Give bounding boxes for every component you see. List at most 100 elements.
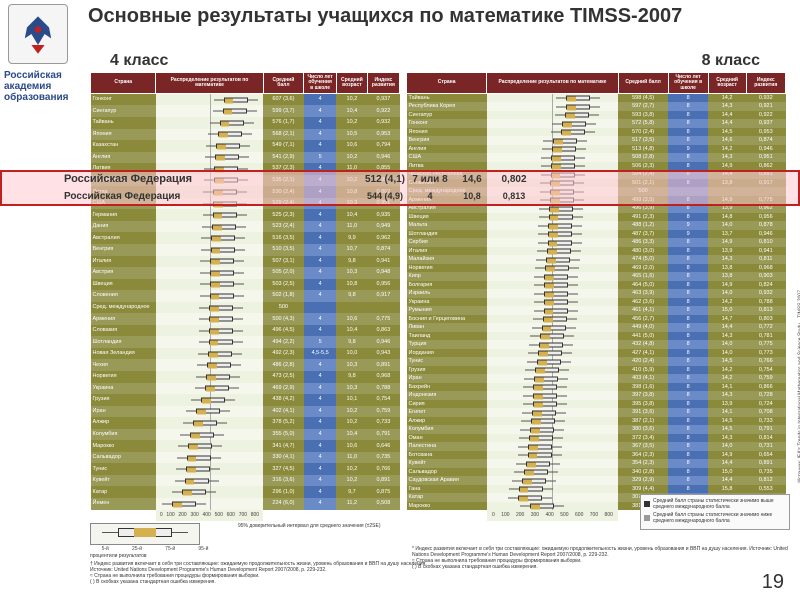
dist-cell xyxy=(487,230,618,239)
dist-cell xyxy=(487,468,618,477)
score-value: 402 (4,1) xyxy=(263,406,304,418)
country-name: Катар xyxy=(407,493,487,502)
age-value: 10,6 xyxy=(336,440,367,452)
table-row: Сингапур 599 (3,7) 4 10,4 0,922 xyxy=(91,105,400,117)
dist-cell xyxy=(156,371,263,383)
table-row: Казахстан 549 (7,1) 4 10,6 0,794 xyxy=(91,140,400,152)
dist-cell xyxy=(156,440,263,452)
footnotes-right: * Индекс развития включает в себя три со… xyxy=(412,546,792,570)
score-value: 541 (2,9) xyxy=(263,152,304,164)
age-value: 10,2 xyxy=(336,475,367,487)
country-name: Тайвань xyxy=(407,93,487,102)
table-row: Австралия 496 (3,9) 8 13,9 0,962 xyxy=(407,204,786,213)
age-value: 14,4 xyxy=(708,119,746,128)
dist-cell xyxy=(156,394,263,406)
dist-cell xyxy=(487,281,618,290)
index-value: 0,775 xyxy=(746,340,785,349)
score-value: 340 (2,8) xyxy=(618,468,668,477)
age-value: 14,2 xyxy=(708,145,746,154)
years-value: 4 xyxy=(304,93,337,105)
table-row: Австрия 505 (2,0) 4 10,3 0,948 xyxy=(91,267,400,279)
score-value: 354 (2,3) xyxy=(618,459,668,468)
years-value: 8 xyxy=(668,459,708,468)
index-value: 0,932 xyxy=(367,117,399,129)
index-value: 0,953 xyxy=(367,129,399,141)
index-value: 0,775 xyxy=(367,313,399,325)
index-value: 0,953 xyxy=(746,128,785,137)
index-value: 0,874 xyxy=(367,244,399,256)
dist-cell xyxy=(487,196,618,205)
age-value: 14,2 xyxy=(708,366,746,375)
score-value: 403 (4,1) xyxy=(618,374,668,383)
index-value: 0,759 xyxy=(367,406,399,418)
country-name: Колумбия xyxy=(407,425,487,434)
table-row: Грузия 410 (5,9) 8 14,2 0,754 xyxy=(407,366,786,375)
age-value: 10,4 xyxy=(336,429,367,441)
age-value: 14,0 xyxy=(708,349,746,358)
col-dist: Распределение результатов по математике xyxy=(487,73,618,94)
score-value: 330 (4,1) xyxy=(263,452,304,464)
dist-cell xyxy=(156,163,263,175)
dist-cell xyxy=(487,187,618,196)
years-value: 4 xyxy=(304,371,337,383)
footnote-line: ( ) В скобках указана стандартная ошибка… xyxy=(90,579,792,585)
table-row: Индонезия 397 (3,8) 8 14,3 0,728 xyxy=(407,391,786,400)
years-value: 8 xyxy=(668,289,708,298)
index-value: 0,962 xyxy=(746,204,785,213)
score-value: 432 (4,8) xyxy=(618,340,668,349)
dist-cell xyxy=(156,475,263,487)
years-value: 4 xyxy=(304,129,337,141)
table-row: Сербия 486 (3,3) 8 14,9 0,810 xyxy=(407,238,786,247)
score-value: 506 (2,3) xyxy=(618,162,668,171)
age-value: 10,3 xyxy=(336,359,367,371)
dist-cell xyxy=(487,153,618,162)
index-value: 0,754 xyxy=(367,394,399,406)
score-value: 500 (4,3) xyxy=(263,313,304,325)
score-value: 480 (3,0) xyxy=(618,247,668,256)
table-row: Тайвань 598 (4,5) 8 14,2 0,932 xyxy=(407,93,786,102)
country-name: Иран xyxy=(407,374,487,383)
score-value: 496 (4,5) xyxy=(263,325,304,337)
years-value: 8 xyxy=(668,391,708,400)
index-value: 0,956 xyxy=(746,213,785,222)
table-row: Англия 541 (2,9) 5 10,2 0,946 xyxy=(91,152,400,164)
years-value: 8 xyxy=(668,332,708,341)
country-name: Новая Зеландия xyxy=(91,348,156,360)
table-row: Литва 506 (2,3) 8 14,9 0,862 xyxy=(407,162,786,171)
years-value: 8 xyxy=(668,264,708,273)
country-name: Словакия xyxy=(91,325,156,337)
table-row: Катар 296 (1,0) 4 9,7 0,875 xyxy=(91,486,400,498)
score-value: 505 (2,0) xyxy=(263,267,304,279)
table-row: Норвегия 473 (2,5) 4 9,8 0,968 xyxy=(91,371,400,383)
index-value: 0,775 xyxy=(746,196,785,205)
table-row: Армения 499 (3,5) 8 14,9 0,775 xyxy=(407,196,786,205)
country-name: Таиланд xyxy=(407,332,487,341)
age-value: 14,3 xyxy=(708,434,746,443)
table-row: Англия 513 (4,8) 9 14,2 0,946 xyxy=(407,145,786,154)
years-value: 8 xyxy=(668,323,708,332)
index-value: 0,948 xyxy=(367,267,399,279)
age-value: 9,8 xyxy=(336,371,367,383)
grade-8-label: 8 класс xyxy=(702,52,760,70)
age-value: 11,0 xyxy=(336,163,367,175)
state-emblem xyxy=(8,4,68,64)
country-name: США xyxy=(407,153,487,162)
score-value: 473 (2,5) xyxy=(263,371,304,383)
age-value: 10,8 xyxy=(336,279,367,291)
years-value: 4 xyxy=(304,117,337,129)
age-value: 10,7 xyxy=(336,244,367,256)
country-name: Украина xyxy=(407,298,487,307)
dist-cell xyxy=(487,289,618,298)
index-value: 0,946 xyxy=(367,336,399,348)
years-value: 8 xyxy=(668,374,708,383)
dist-cell xyxy=(156,117,263,129)
index-value: 0,735 xyxy=(367,452,399,464)
index-value: 0,922 xyxy=(746,111,785,120)
age-value: 9,9 xyxy=(336,232,367,244)
country-name: Оман xyxy=(407,434,487,443)
table-row: Оман 372 (3,4) 8 14,3 0,814 xyxy=(407,434,786,443)
col-age: Средний возраст xyxy=(708,73,746,94)
years-value: 8 xyxy=(668,213,708,222)
age-value: 14,1 xyxy=(708,408,746,417)
table-row: Республика Корея 597 (2,7) 8 14,3 0,921 xyxy=(407,102,786,111)
